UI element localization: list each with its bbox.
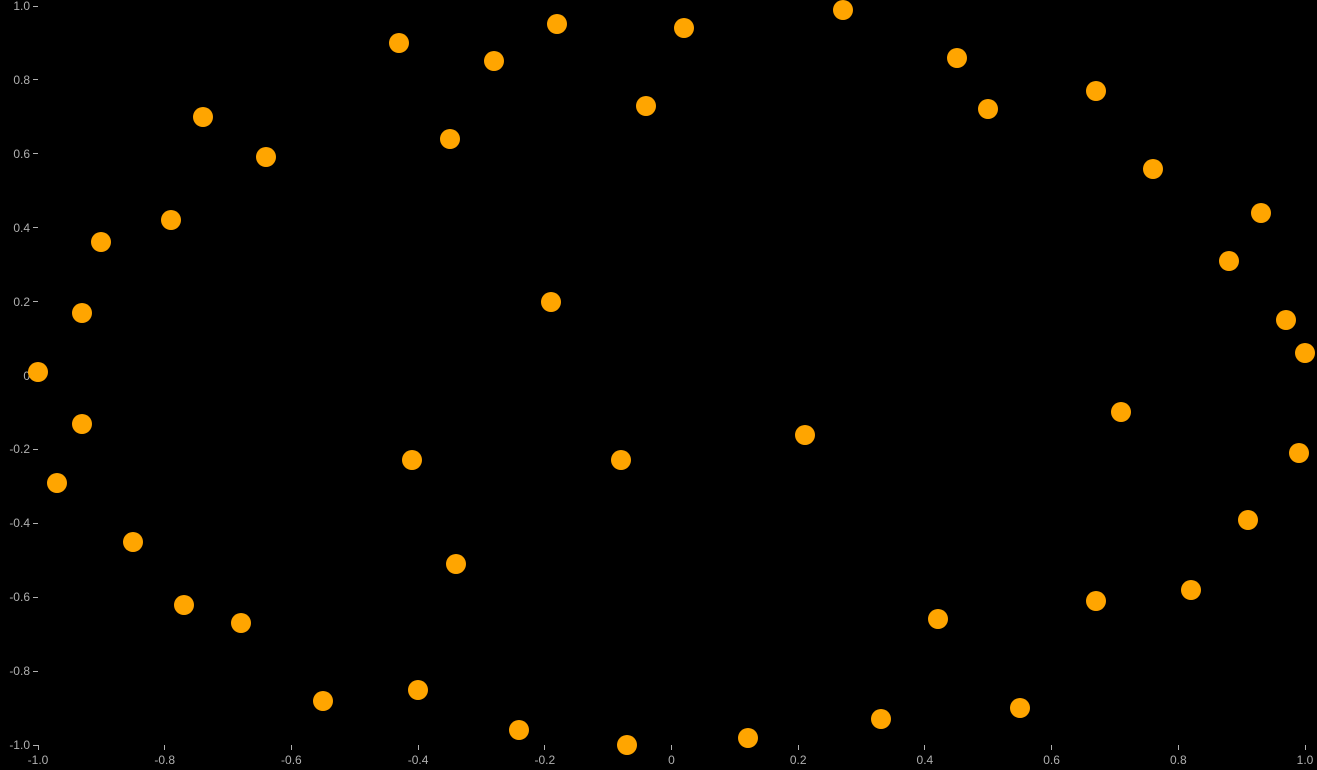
scatter-point <box>1143 159 1163 179</box>
y-tick <box>33 227 38 228</box>
scatter-point <box>174 595 194 615</box>
scatter-point <box>1086 591 1106 611</box>
y-tick <box>33 301 38 302</box>
scatter-point <box>1010 698 1030 718</box>
scatter-point <box>947 48 967 68</box>
x-tick <box>671 745 672 750</box>
y-tick <box>33 79 38 80</box>
x-tick-label: -0.6 <box>281 753 302 767</box>
scatter-point <box>617 735 637 755</box>
scatter-point <box>1111 402 1131 422</box>
x-tick <box>1178 745 1179 750</box>
y-tick <box>33 449 38 450</box>
y-tick <box>33 671 38 672</box>
scatter-point <box>795 425 815 445</box>
scatter-point <box>313 691 333 711</box>
x-tick-label: 0.2 <box>790 753 807 767</box>
scatter-point <box>91 232 111 252</box>
scatter-point <box>928 609 948 629</box>
scatter-point <box>547 14 567 34</box>
x-tick <box>544 745 545 750</box>
y-tick <box>33 6 38 7</box>
scatter-point <box>1289 443 1309 463</box>
scatter-point <box>484 51 504 71</box>
scatter-point <box>1086 81 1106 101</box>
x-tick-label: 0.6 <box>1043 753 1060 767</box>
scatter-point <box>161 210 181 230</box>
y-tick <box>33 597 38 598</box>
x-tick-label: -1.0 <box>28 753 49 767</box>
x-tick-label: 0 <box>668 753 675 767</box>
y-tick-label: -0.8 <box>9 664 30 678</box>
y-tick-label: 0.6 <box>13 147 30 161</box>
scatter-point <box>636 96 656 116</box>
x-tick <box>798 745 799 750</box>
y-tick-label: 1.0 <box>13 0 30 13</box>
x-tick <box>164 745 165 750</box>
x-tick-label: 1.0 <box>1297 753 1314 767</box>
x-tick-label: 0.8 <box>1170 753 1187 767</box>
scatter-point <box>408 680 428 700</box>
scatter-point <box>833 0 853 20</box>
scatter-point <box>541 292 561 312</box>
scatter-point <box>509 720 529 740</box>
y-tick <box>33 153 38 154</box>
scatter-point <box>47 473 67 493</box>
scatter-point <box>738 728 758 748</box>
x-tick <box>1051 745 1052 750</box>
y-tick-label: -0.4 <box>9 516 30 530</box>
x-tick <box>1305 745 1306 750</box>
scatter-point <box>72 303 92 323</box>
scatter-point <box>674 18 694 38</box>
x-tick <box>291 745 292 750</box>
y-tick-label: -0.2 <box>9 442 30 456</box>
y-tick-label: -0.6 <box>9 590 30 604</box>
scatter-point <box>256 147 276 167</box>
x-tick <box>924 745 925 750</box>
scatter-point <box>446 554 466 574</box>
scatter-point <box>871 709 891 729</box>
scatter-point <box>1238 510 1258 530</box>
x-tick <box>418 745 419 750</box>
scatter-point <box>402 450 422 470</box>
y-tick-label: 0.4 <box>13 221 30 235</box>
x-tick-label: 0.4 <box>917 753 934 767</box>
scatter-point <box>1219 251 1239 271</box>
x-tick-label: -0.4 <box>408 753 429 767</box>
y-tick-label: 0.8 <box>13 73 30 87</box>
y-tick <box>33 745 38 746</box>
scatter-chart: -1.0 -0.8 -0.6 -0.4 -0.2 0 0.2 0.4 0.6 0.8 1.0 -1.0… <box>0 0 1317 770</box>
scatter-point <box>1181 580 1201 600</box>
scatter-point <box>978 99 998 119</box>
scatter-point <box>440 129 460 149</box>
x-tick <box>38 745 39 750</box>
scatter-point <box>1295 343 1315 363</box>
scatter-point <box>28 362 48 382</box>
scatter-point <box>193 107 213 127</box>
scatter-point <box>1251 203 1271 223</box>
scatter-point <box>123 532 143 552</box>
scatter-point <box>1276 310 1296 330</box>
y-tick-label: -1.0 <box>9 738 30 752</box>
scatter-point <box>611 450 631 470</box>
y-tick <box>33 523 38 524</box>
scatter-point <box>389 33 409 53</box>
x-tick-label: -0.8 <box>154 753 175 767</box>
y-tick-label: 0.2 <box>13 295 30 309</box>
x-tick-label: -0.2 <box>534 753 555 767</box>
scatter-point <box>231 613 251 633</box>
scatter-point <box>72 414 92 434</box>
